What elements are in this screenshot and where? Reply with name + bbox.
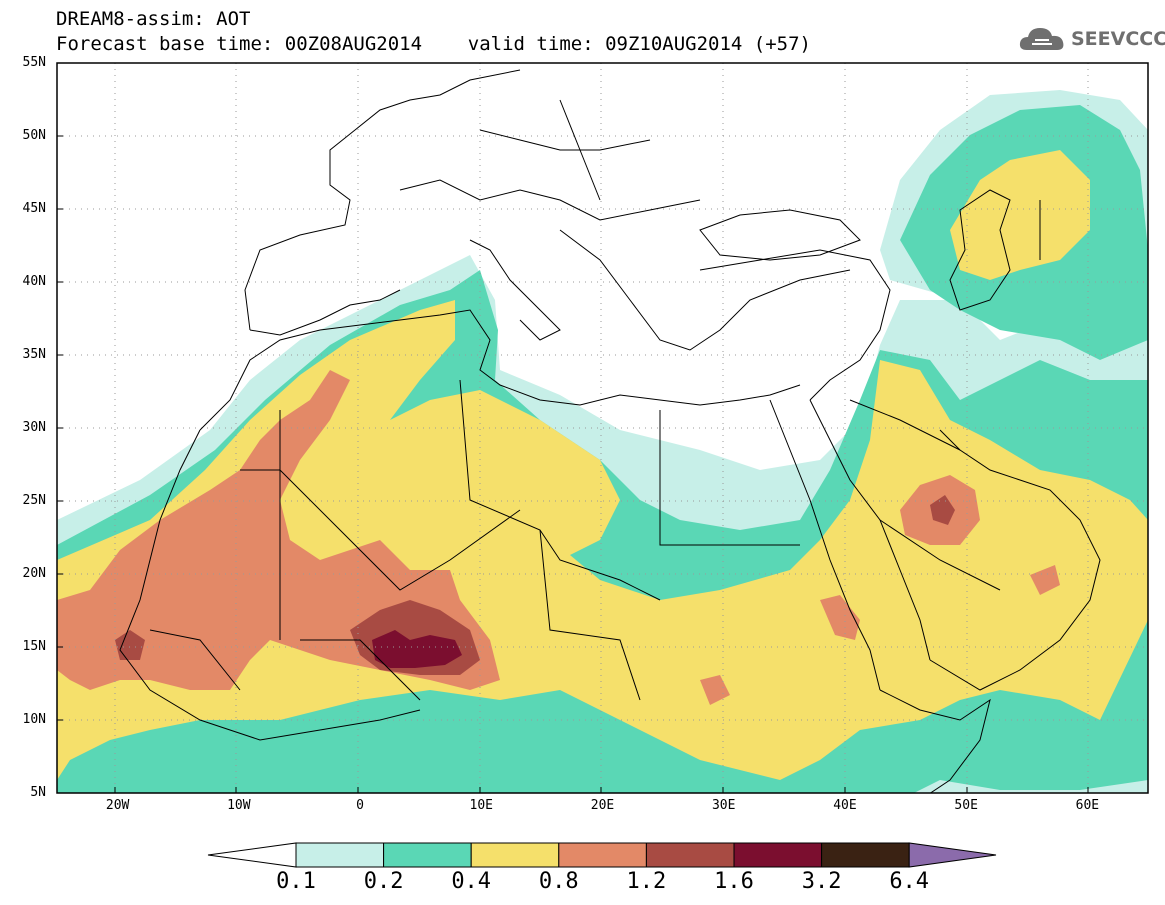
lat-label: 30N — [22, 420, 46, 435]
lon-label: 40E — [833, 798, 857, 813]
legend-swatch-under — [207, 842, 297, 868]
lat-label: 40N — [22, 274, 46, 289]
lat-label: 45N — [22, 201, 46, 216]
legend-swatch-over — [908, 842, 997, 868]
legend-label: 0.4 — [451, 869, 492, 894]
lon-label: 60E — [1075, 798, 1100, 813]
aot-band-0.8-small2 — [820, 595, 860, 640]
legend-swatch — [733, 842, 823, 868]
lat-label: 10N — [22, 712, 46, 727]
cloud-logo-icon — [1019, 28, 1064, 50]
legend-label: 0.8 — [538, 869, 579, 894]
legend-swatch — [295, 842, 385, 868]
legend-label: 6.4 — [889, 869, 930, 894]
lat-label: 55N — [22, 55, 46, 70]
map-title: DREAM8-assim: AOT — [56, 8, 251, 30]
lat-label: 20N — [22, 566, 46, 581]
lon-label: 20E — [590, 798, 615, 813]
aot-band-1.6 — [372, 630, 462, 668]
legend-label: 3.2 — [801, 869, 842, 894]
coastlines — [119, 69, 1101, 793]
lat-label: 35N — [22, 347, 46, 362]
aot-band-0.8-small3 — [1030, 565, 1060, 595]
legend-label: 0.1 — [276, 869, 316, 894]
lon-label: 30E — [711, 798, 736, 813]
legend-swatch — [645, 842, 735, 868]
lat-label: 50N — [22, 128, 46, 143]
lat-label: 15N — [22, 639, 46, 654]
legend-swatch — [470, 842, 560, 868]
lon-label: 10E — [469, 798, 494, 813]
logo-text: SEEVCCC — [1071, 28, 1165, 50]
legend-swatch — [558, 842, 647, 868]
legend-label: 0.2 — [363, 869, 404, 894]
seevccc-logo: SEEVCCC — [1017, 22, 1165, 56]
aot-band-1.2-west — [115, 630, 145, 660]
legend-swatch — [821, 842, 910, 868]
aot-band-0.4-north — [950, 150, 1090, 280]
lon-label: 50E — [954, 798, 978, 813]
lat-label: 25N — [22, 493, 46, 508]
axis-ticks — [57, 135, 1089, 793]
legend-label: 1.2 — [626, 869, 667, 894]
lon-label: 20W — [105, 798, 130, 813]
forecast-time-line: Forecast base time: 00Z08AUG2014 valid t… — [56, 33, 811, 55]
legend-label: 1.6 — [714, 869, 754, 894]
lat-label: 5N — [30, 785, 46, 800]
lon-label: 0 — [356, 798, 364, 813]
aot-band-1.2-arabia — [930, 495, 955, 525]
lon-label: 10W — [227, 798, 251, 813]
legend-swatch — [383, 842, 472, 868]
aot-band-0.8-small1 — [700, 675, 730, 705]
